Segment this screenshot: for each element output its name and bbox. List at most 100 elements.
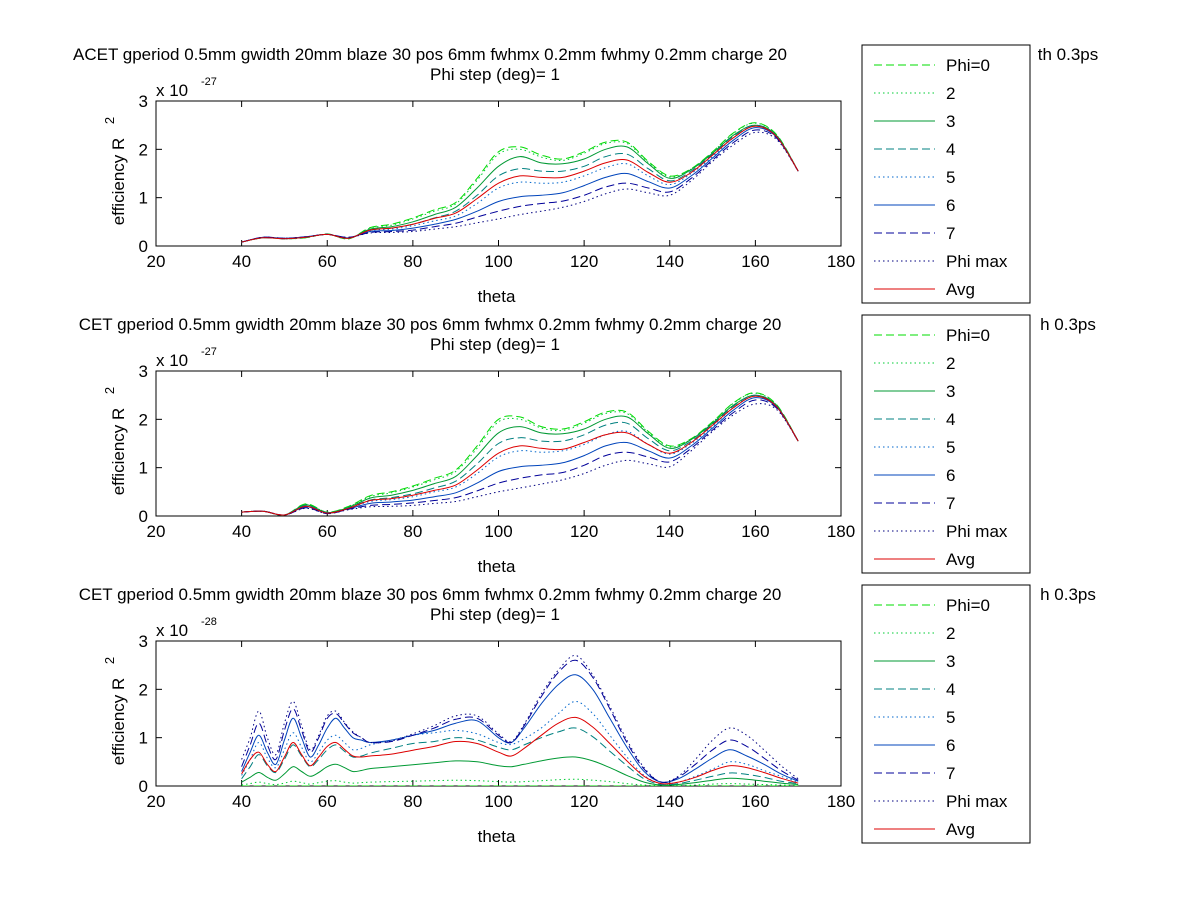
axes-frame (155, 100, 842, 247)
x-tick-label: 60 (318, 792, 337, 811)
chart-title: CET gperiod 0.5mm gwidth 20mm blaze 30 p… (79, 315, 782, 334)
x-tick-label: 40 (232, 522, 251, 541)
y-tick-label: 0 (139, 237, 148, 256)
legend-label: Phi=0 (946, 326, 990, 345)
series-line-5 (241, 127, 799, 243)
legend-label: 4 (946, 140, 955, 159)
exponent-label: x 10 (156, 621, 188, 640)
series-line-5 (241, 397, 799, 516)
series-line-4 (241, 700, 799, 785)
x-tick-label: 160 (741, 252, 769, 271)
y-axis-label-group: efficiency R 2 (102, 657, 128, 765)
y-axis-label-superscript: 2 (102, 387, 117, 394)
exponent-label: x 10 (156, 81, 188, 100)
series-line-1 (241, 392, 799, 516)
x-tick-label: 100 (484, 792, 512, 811)
y-axis-label: efficiency R (109, 138, 128, 226)
legend-label: 7 (946, 494, 955, 513)
chart-subtitle: Phi step (deg)= 1 (430, 335, 560, 354)
legend-label: 6 (946, 466, 955, 485)
legend-label: Phi=0 (946, 596, 990, 615)
legend-label: Phi max (946, 792, 1008, 811)
chart-title: ACET gperiod 0.5mm gwidth 20mm blaze 30 … (73, 45, 787, 64)
legend: Phi=0 2 3 4 5 6 7 Phi max Avg (861, 44, 1031, 304)
legend-label: 5 (946, 438, 955, 457)
chart-subtitle: Phi step (deg)= 1 (430, 65, 560, 84)
series-line-3 (241, 394, 799, 516)
x-tick-label: 160 (741, 522, 769, 541)
series-line-8 (241, 125, 799, 243)
series-line-8 (241, 395, 799, 516)
x-tick-label: 80 (403, 522, 422, 541)
series-line-7 (241, 654, 799, 783)
legend: Phi=0 2 3 4 5 6 7 Phi max Avg (861, 584, 1031, 844)
series-group (241, 392, 799, 516)
chart-title-tail: h 0.3ps (1040, 315, 1096, 334)
exponent-label: x 10 (156, 351, 188, 370)
subplot-3: 20 40 60 80 100 120 140 160 180 0 1 2 3 x 10 -28 CET gp… (79, 584, 1096, 846)
y-axis-label: efficiency R (109, 408, 128, 496)
subplot-1: 20 40 60 80 100 120 140 160 180 0 1 2 3 x 10 -27 ACET g… (73, 44, 1098, 306)
legend-label: Avg (946, 280, 975, 299)
legend-label: 6 (946, 196, 955, 215)
legend-label: Phi max (946, 252, 1008, 271)
chart-title: CET gperiod 0.5mm gwidth 20mm blaze 30 p… (79, 585, 782, 604)
legend-label: Phi max (946, 522, 1008, 541)
x-tick-label: 140 (656, 792, 684, 811)
y-tick-label: 0 (139, 507, 148, 526)
legend-label: 7 (946, 224, 955, 243)
y-tick-label: 1 (139, 189, 148, 208)
subplot-2: 20 40 60 80 100 120 140 160 180 0 1 2 3 x 10 -27 CET gp… (79, 314, 1096, 576)
x-tick-label: 80 (403, 792, 422, 811)
legend-label: 2 (946, 354, 955, 373)
x-axis-label: theta (478, 827, 516, 846)
x-tick-label: 180 (827, 522, 855, 541)
legend-label: Avg (946, 820, 975, 839)
legend-box (861, 584, 1031, 844)
y-axis-label-superscript: 2 (102, 657, 117, 664)
legend-label: 5 (946, 168, 955, 187)
x-tick-label: 60 (318, 252, 337, 271)
x-tick-label: 180 (827, 252, 855, 271)
series-line-1 (241, 778, 799, 786)
legend-label: 6 (946, 736, 955, 755)
legend-label: 3 (946, 382, 955, 401)
x-tick-label: 40 (232, 252, 251, 271)
x-tick-label: 160 (741, 792, 769, 811)
legend-label: Avg (946, 550, 975, 569)
x-axis-label: theta (478, 287, 516, 306)
exponent-power: -28 (201, 616, 217, 628)
legend-label: 5 (946, 708, 955, 727)
y-tick-label: 1 (139, 459, 148, 478)
y-tick-label: 2 (139, 680, 148, 699)
series-line-7 (241, 403, 799, 516)
axes-frame (155, 640, 842, 787)
series-line-3 (241, 727, 799, 786)
legend-label: 2 (946, 84, 955, 103)
x-tick-label: 60 (318, 522, 337, 541)
series-line-5 (241, 674, 799, 783)
chart-subtitle: Phi step (deg)= 1 (430, 605, 560, 624)
legend-label: 2 (946, 624, 955, 643)
x-tick-label: 100 (484, 252, 512, 271)
legend-label: 3 (946, 112, 955, 131)
legend-label: 4 (946, 410, 955, 429)
x-tick-label: 140 (656, 252, 684, 271)
x-tick-label: 20 (147, 792, 166, 811)
x-tick-label: 80 (403, 252, 422, 271)
legend-label: 3 (946, 652, 955, 671)
y-axis-label: efficiency R (109, 678, 128, 766)
legend-box (861, 44, 1031, 304)
series-line-6 (241, 659, 799, 783)
y-tick-label: 3 (139, 92, 148, 111)
x-tick-label: 120 (570, 252, 598, 271)
series-line-6 (241, 399, 799, 516)
exponent-power: -27 (201, 76, 217, 88)
series-line-7 (241, 131, 799, 243)
y-axis-label-superscript: 2 (102, 117, 117, 124)
series-line-0 (241, 122, 799, 243)
exponent-power: -27 (201, 346, 217, 358)
y-axis-label-group: efficiency R 2 (102, 387, 128, 495)
series-line-2 (241, 124, 799, 243)
